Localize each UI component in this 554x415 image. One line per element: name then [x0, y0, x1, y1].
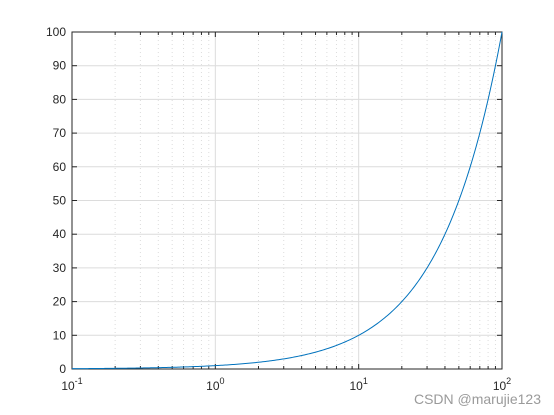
- y-tick-label: 70: [53, 126, 67, 140]
- x-tick-label: 10-1: [61, 376, 82, 393]
- watermark-text: CSDN @marujie123: [414, 391, 541, 407]
- x-tick-label: 102: [493, 376, 511, 393]
- y-tick-label: 60: [53, 160, 67, 174]
- y-tick-label: 10: [53, 328, 67, 342]
- grid-lines: [71, 31, 503, 370]
- series-line: [72, 31, 503, 370]
- y-tick-label: 50: [53, 194, 67, 208]
- x-tick-label: 101: [349, 376, 367, 393]
- y-tick-label: 80: [53, 92, 67, 106]
- y-tick-label: 40: [53, 227, 67, 241]
- y-tick-label: 30: [53, 261, 67, 275]
- y-tick-label: 0: [59, 362, 66, 376]
- y-tick-label: 20: [53, 295, 67, 309]
- y-tick-label: 90: [53, 59, 67, 73]
- y-tick-label: 100: [46, 25, 66, 39]
- y-axis-tick-labels: 0 10 20 30 40 50 60 70 80 90 100: [46, 25, 66, 376]
- x-tick-label: 100: [206, 376, 224, 393]
- x-axis-tick-labels: 10-1 100 101 102: [61, 376, 511, 393]
